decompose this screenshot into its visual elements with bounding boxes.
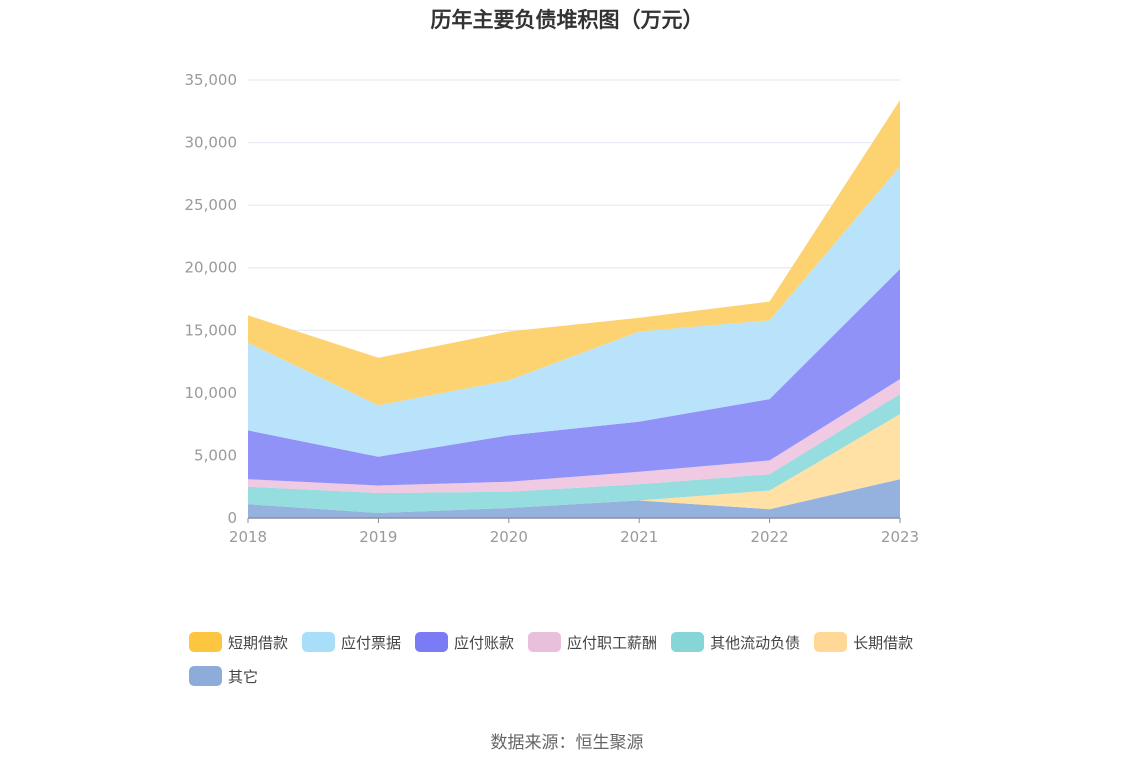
area-series bbox=[248, 100, 900, 518]
area-应付账款 bbox=[248, 269, 900, 486]
legend-swatch bbox=[189, 632, 222, 652]
legend-label: 其他流动负债 bbox=[710, 633, 801, 652]
x-tick-label: 2021 bbox=[620, 528, 658, 546]
chart-title: 历年主要负债堆积图（万元） bbox=[430, 8, 704, 32]
legend-label: 应付职工薪酬 bbox=[567, 633, 658, 652]
legend-item[interactable]: 应付票据 bbox=[302, 630, 401, 654]
legend-item[interactable]: 其它 bbox=[189, 664, 258, 688]
stacked-area-chart: 0 5,000 10,000 15,000 20,000 25,000 30,000 35,0… bbox=[185, 71, 920, 546]
legend-label: 其它 bbox=[228, 667, 259, 686]
legend-item[interactable]: 其他流动负债 bbox=[671, 630, 800, 654]
area-应付票据 bbox=[248, 166, 900, 457]
y-tick-label: 30,000 bbox=[185, 134, 238, 152]
legend-swatch bbox=[528, 632, 562, 652]
legend-swatch bbox=[814, 632, 848, 652]
legend-label: 短期借款 bbox=[228, 633, 289, 652]
legend-label: 应付账款 bbox=[454, 633, 515, 652]
legend-swatch bbox=[415, 632, 449, 652]
legend-item[interactable]: 应付职工薪酬 bbox=[528, 630, 657, 654]
x-tick-label: 2019 bbox=[359, 528, 397, 546]
legend-swatch bbox=[671, 632, 705, 652]
y-tick-label: 5,000 bbox=[194, 446, 237, 464]
x-tick-label: 2018 bbox=[229, 528, 267, 546]
legend-swatch bbox=[302, 632, 336, 652]
y-tick-label: 15,000 bbox=[185, 321, 238, 339]
legend-item[interactable]: 短期借款 bbox=[189, 630, 288, 654]
x-tick-label: 2022 bbox=[751, 528, 789, 546]
y-tick-label: 0 bbox=[227, 509, 237, 527]
x-tick-label: 2020 bbox=[490, 528, 528, 546]
area-应付职工薪酬 bbox=[248, 379, 900, 493]
x-tick-label: 2023 bbox=[881, 528, 919, 546]
legend-swatch bbox=[189, 666, 222, 686]
y-tick-label: 25,000 bbox=[185, 196, 238, 214]
area-短期借款 bbox=[248, 100, 900, 406]
area-其它 bbox=[248, 479, 900, 518]
axes: 0 5,000 10,000 15,000 20,000 25,000 30,000 35,0… bbox=[185, 71, 920, 546]
legend-label: 长期借款 bbox=[853, 633, 914, 652]
legend-item[interactable]: 应付账款 bbox=[415, 630, 514, 654]
legend: 短期借款 应付票据 应付账款 应付职工薪酬 其他流动负债 长期借款其它 bbox=[189, 630, 989, 698]
y-tick-label: 35,000 bbox=[185, 71, 238, 89]
data-source-note: 数据来源：恒生聚源 bbox=[490, 733, 644, 753]
legend-label: 应付票据 bbox=[341, 633, 402, 652]
y-tick-label: 20,000 bbox=[185, 259, 238, 277]
legend-item[interactable]: 长期借款 bbox=[814, 630, 913, 654]
area-其他流动负债 bbox=[248, 394, 900, 513]
y-tick-label: 10,000 bbox=[185, 384, 238, 402]
